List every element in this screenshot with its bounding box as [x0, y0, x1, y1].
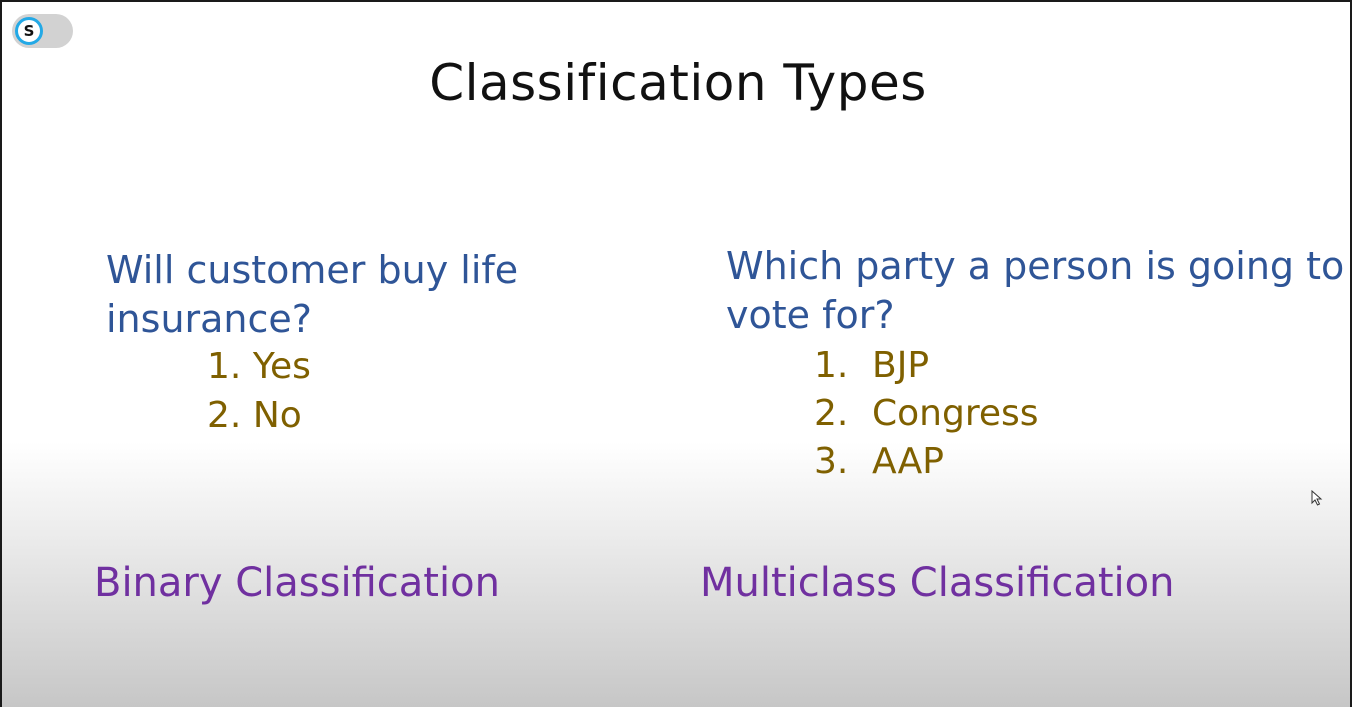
binary-options: 1. Yes 2. No: [207, 342, 311, 440]
s-toggle-icon: S: [15, 17, 43, 45]
list-item: 1. Yes: [207, 346, 311, 387]
list-item: 1. BJP: [814, 345, 930, 386]
list-item: 3. AAP: [814, 441, 944, 482]
multiclass-question: Which party a person is going to vote fo…: [726, 244, 1345, 337]
list-item: 2. Congress: [814, 393, 1039, 434]
extension-toggle[interactable]: S: [12, 14, 73, 48]
multiclass-classification-label: Multiclass Classification: [700, 560, 1175, 606]
list-item: 2. No: [207, 395, 302, 436]
slide-title: Classification Types: [429, 54, 927, 112]
mouse-cursor-icon: [1311, 490, 1323, 506]
binary-classification-label: Binary Classification: [94, 560, 500, 606]
binary-question: Will customer buy life insurance?: [106, 248, 519, 341]
multiclass-options: 1. BJP 2. Congress 3. AAP: [814, 342, 1039, 486]
